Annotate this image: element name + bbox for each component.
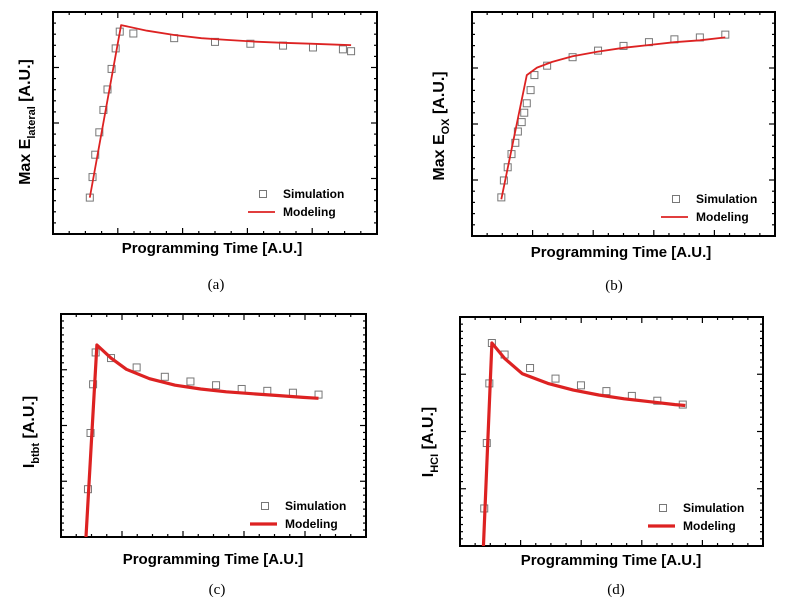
- data-point: [520, 108, 529, 117]
- y-axis-label-unit: [A.U.]: [17, 59, 34, 106]
- legend-label-modeling: Modeling: [683, 519, 736, 533]
- series-modeling: [500, 36, 726, 200]
- y-axis-label-main: Max E: [17, 138, 34, 185]
- y-axis-label-subscript: btbt: [30, 443, 42, 464]
- data-point: [526, 86, 535, 95]
- data-point: [132, 363, 141, 372]
- data-point: [308, 43, 317, 52]
- x-axis-label: Programming Time [A.U.]: [521, 552, 702, 569]
- data-point: [212, 381, 221, 390]
- y-axis-label-unit: [A.U.]: [431, 71, 448, 118]
- data-point: [246, 39, 255, 48]
- y-axis-label-subscript: lateral: [26, 106, 38, 138]
- data-point: [517, 118, 526, 127]
- panel-caption: (d): [607, 582, 625, 598]
- y-axis-label-unit: [A.U.]: [21, 396, 38, 443]
- legend-marker-simulation: [261, 502, 269, 510]
- data-point: [530, 71, 539, 80]
- axis-ticks: [471, 11, 776, 237]
- axis-ticks: [52, 11, 378, 235]
- legend-label-modeling: Modeling: [285, 517, 338, 531]
- legend: Simulation Modeling: [250, 499, 346, 531]
- data-point: [522, 99, 531, 108]
- data-point: [186, 377, 195, 386]
- data-point: [619, 41, 628, 50]
- legend: Simulation Modeling: [248, 187, 344, 219]
- chart-d: Simulation Modeling Programming Time [A.U.…: [420, 316, 764, 598]
- data-point: [99, 105, 108, 114]
- legend-label-modeling: Modeling: [696, 210, 749, 224]
- series-simulation: [85, 27, 356, 202]
- y-axis-label-main: Max E: [431, 134, 448, 181]
- legend: Simulation Modeling: [661, 192, 757, 224]
- legend-label-simulation: Simulation: [283, 187, 344, 201]
- data-point: [551, 374, 560, 383]
- model-line: [84, 343, 319, 537]
- legend-marker-simulation: [259, 190, 267, 198]
- panel-caption: (a): [208, 277, 225, 293]
- y-axis-label: Ibtbt [A.U.]: [21, 396, 42, 468]
- y-axis-label: Max EOX [A.U.]: [431, 71, 452, 180]
- y-axis-label-main: I: [420, 473, 437, 477]
- x-axis-label: Programming Time [A.U.]: [122, 240, 303, 257]
- chart-a: Simulation Modeling Programming Time [A.U.…: [17, 11, 378, 293]
- legend-label-modeling: Modeling: [283, 205, 336, 219]
- axis-ticks: [459, 316, 764, 547]
- y-axis-label: IHCI [A.U.]: [420, 407, 441, 478]
- panel-caption: (c): [209, 582, 226, 598]
- y-axis-label-subscript: OX: [440, 118, 452, 135]
- model-line: [500, 36, 726, 200]
- series-modeling: [84, 343, 319, 537]
- data-point: [91, 150, 100, 159]
- data-point: [338, 45, 347, 54]
- chart-b: Simulation Modeling Programming Time [A.U.…: [431, 11, 776, 294]
- data-point: [129, 29, 138, 38]
- data-point: [107, 64, 116, 73]
- data-point: [511, 138, 520, 147]
- legend-marker-simulation: [672, 195, 680, 203]
- model-line: [88, 24, 352, 198]
- legend-label-simulation: Simulation: [285, 499, 346, 513]
- y-axis-label-main: I: [21, 464, 38, 468]
- data-point: [526, 364, 535, 373]
- x-axis-label: Programming Time [A.U.]: [531, 244, 712, 261]
- data-point: [95, 128, 104, 137]
- data-point: [576, 381, 585, 390]
- legend: Simulation Modeling: [648, 501, 744, 533]
- series-modeling: [88, 24, 352, 198]
- series-simulation: [497, 30, 730, 202]
- data-point: [103, 85, 112, 94]
- data-point: [314, 390, 323, 399]
- axis-ticks: [60, 313, 367, 538]
- y-axis-label: Max Elateral [A.U.]: [17, 59, 38, 185]
- data-point: [160, 372, 169, 381]
- data-point: [347, 47, 356, 56]
- model-line: [481, 341, 686, 546]
- data-point: [602, 387, 611, 396]
- series-simulation: [83, 348, 323, 494]
- legend-marker-simulation: [659, 504, 667, 512]
- y-axis-label-subscript: HCI: [429, 454, 441, 473]
- panel-caption: (b): [605, 278, 623, 294]
- legend-label-simulation: Simulation: [683, 501, 744, 515]
- legend-label-simulation: Simulation: [696, 192, 757, 206]
- x-axis-label: Programming Time [A.U.]: [123, 551, 304, 568]
- chart-c: Simulation Modeling Programming Time [A.U.…: [21, 313, 367, 598]
- series-modeling: [481, 341, 686, 546]
- y-axis-label-unit: [A.U.]: [420, 407, 437, 454]
